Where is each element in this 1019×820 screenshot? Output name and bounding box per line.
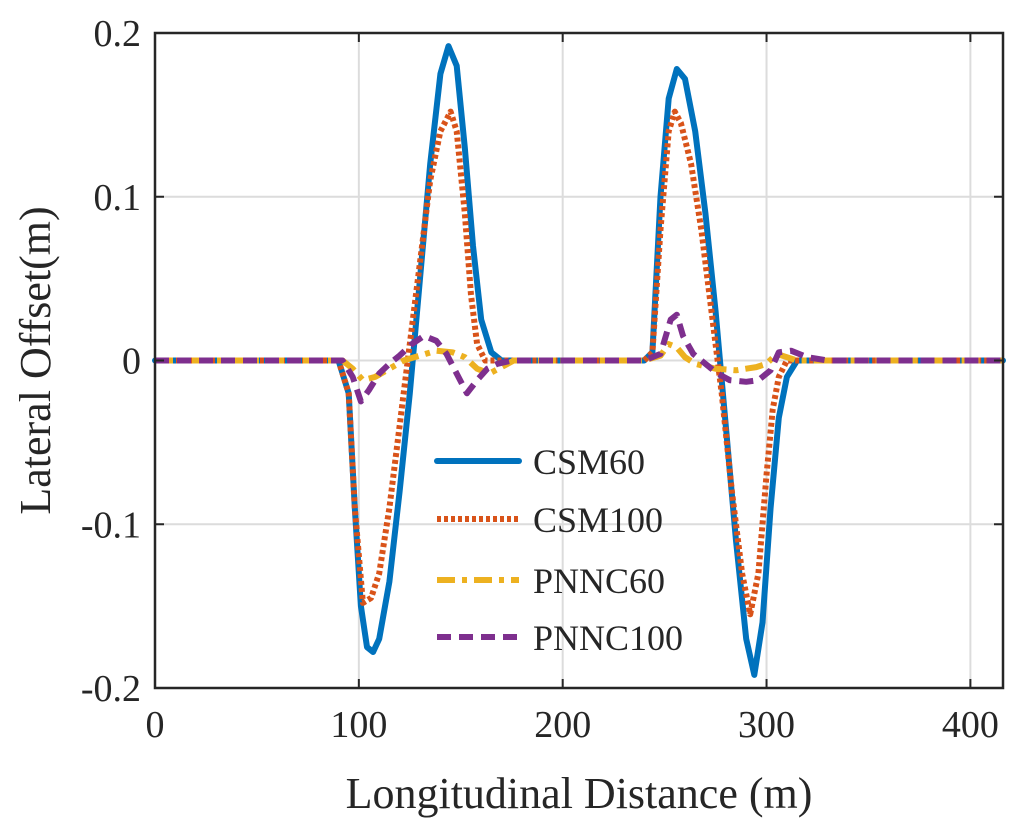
legend-label-csm60: CSM60 xyxy=(533,442,645,482)
x-tick-label: 300 xyxy=(738,704,795,746)
series-line-csm100 xyxy=(155,108,1003,618)
x-tick-label: 0 xyxy=(146,704,165,746)
legend-label-csm100: CSM100 xyxy=(533,500,663,540)
y-tick-label: 0.1 xyxy=(94,177,142,219)
y-tick-label: 0 xyxy=(122,341,141,383)
series-line-csm60 xyxy=(152,43,1006,678)
x-tick-label: 200 xyxy=(534,704,591,746)
legend-label-pnnc60: PNNC60 xyxy=(533,561,665,601)
x-tick-label: 400 xyxy=(942,704,999,746)
legend-label-pnnc100: PNNC100 xyxy=(533,618,683,658)
ticks: 0 100 200 300 400 0.2 0.1 0 -0.1 -0.2 xyxy=(81,13,1003,746)
x-axis-label: Longitudinal Distance (m) xyxy=(346,769,813,818)
legend: CSM60 CSM100 PNNC60 PNNC100 xyxy=(434,442,683,658)
series-layer xyxy=(152,43,1006,678)
series-line-pnnc100 xyxy=(155,311,1003,405)
y-tick-label: -0.2 xyxy=(81,668,141,710)
x-tick-label: 100 xyxy=(330,704,387,746)
y-tick-label: -0.1 xyxy=(81,504,141,546)
y-tick-label: 0.2 xyxy=(94,13,142,55)
y-axis-label: Lateral Offset(m) xyxy=(11,206,60,514)
